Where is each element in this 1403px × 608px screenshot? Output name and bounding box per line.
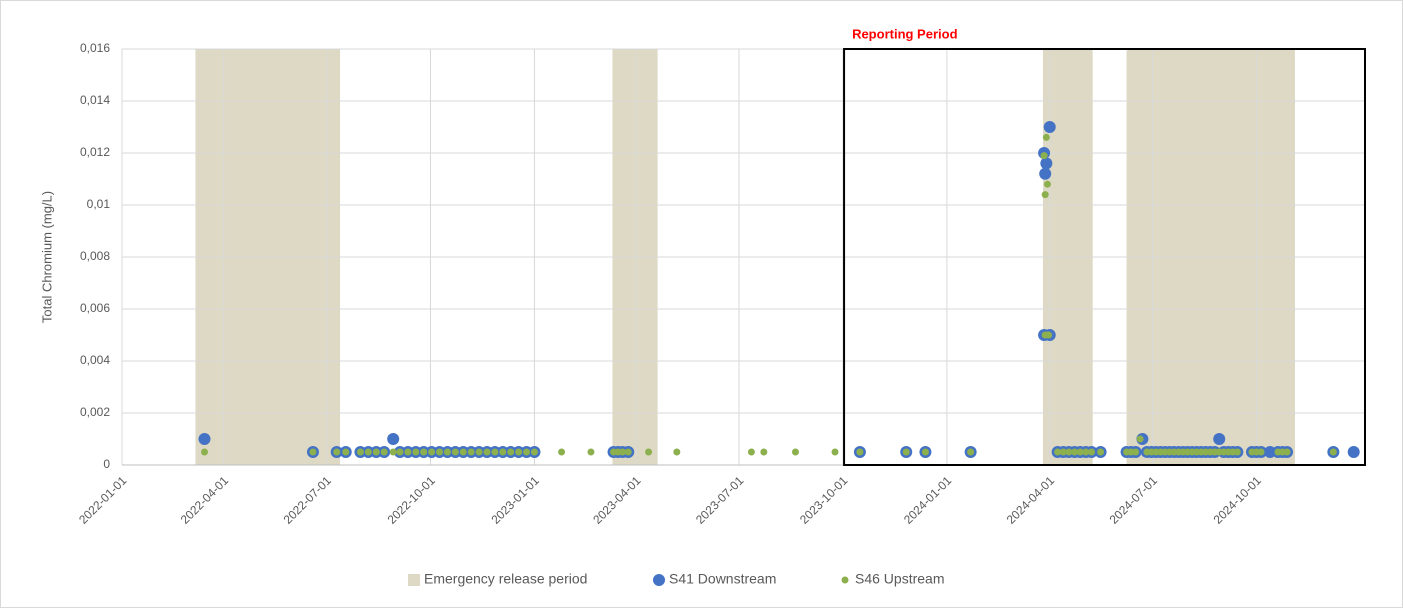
data-point xyxy=(1329,448,1337,456)
data-point xyxy=(380,448,388,456)
data-point xyxy=(428,448,436,456)
data-point xyxy=(1071,448,1079,456)
data-point xyxy=(356,448,364,456)
data-point xyxy=(902,448,910,456)
data-point xyxy=(412,448,420,456)
data-point xyxy=(1045,331,1053,339)
y-tick-label: 0,008 xyxy=(80,249,110,263)
data-point xyxy=(1042,133,1050,141)
data-point xyxy=(673,448,681,456)
data-point xyxy=(372,448,380,456)
data-point xyxy=(1040,152,1048,160)
data-point xyxy=(1213,433,1226,445)
data-point xyxy=(1059,448,1067,456)
data-point xyxy=(791,448,799,456)
data-point xyxy=(645,448,653,456)
data-point xyxy=(387,433,400,445)
data-point xyxy=(467,448,475,456)
legend-swatch xyxy=(408,574,420,586)
data-point xyxy=(443,448,451,456)
legend-label: S41 Downstream xyxy=(669,571,776,587)
data-point xyxy=(1233,448,1241,456)
data-point xyxy=(333,448,341,456)
data-point xyxy=(921,448,929,456)
data-point xyxy=(856,448,864,456)
data-point xyxy=(491,448,499,456)
data-point xyxy=(396,448,404,456)
data-point xyxy=(436,448,444,456)
data-point xyxy=(530,448,538,456)
legend-label: S46 Upstream xyxy=(855,571,944,587)
legend-swatch xyxy=(841,576,849,584)
data-point xyxy=(1136,435,1144,443)
data-point xyxy=(760,448,768,456)
data-point xyxy=(1257,448,1265,456)
data-point xyxy=(619,448,627,456)
data-point xyxy=(404,448,412,456)
data-point xyxy=(1097,448,1105,456)
data-point xyxy=(1043,180,1051,188)
data-point xyxy=(475,448,483,456)
data-point xyxy=(1043,121,1056,133)
y-axis-label: Total Chromium (mg/L) xyxy=(39,191,54,323)
reporting-period-box xyxy=(843,48,1366,466)
data-point xyxy=(459,448,467,456)
data-point xyxy=(1039,167,1052,180)
data-point xyxy=(558,448,566,456)
data-point xyxy=(451,448,459,456)
data-point xyxy=(1082,448,1090,456)
legend-label: Emergency release period xyxy=(424,571,587,587)
y-tick-label: 0,002 xyxy=(80,405,110,419)
data-point xyxy=(1088,448,1096,456)
data-point xyxy=(309,448,317,456)
data-point xyxy=(1076,448,1084,456)
data-point xyxy=(1054,448,1062,456)
data-point xyxy=(342,448,350,456)
legend-swatch xyxy=(653,574,665,586)
data-point xyxy=(624,448,632,456)
data-point xyxy=(523,448,531,456)
data-point xyxy=(515,448,523,456)
data-point xyxy=(483,448,491,456)
data-point xyxy=(1132,448,1140,456)
y-tick-label: 0,014 xyxy=(80,93,110,107)
data-point xyxy=(1041,191,1049,199)
data-point xyxy=(420,448,428,456)
data-point xyxy=(499,448,507,456)
data-point xyxy=(200,448,208,456)
data-point xyxy=(747,448,755,456)
y-tick-label: 0,016 xyxy=(80,41,110,55)
data-point xyxy=(1347,446,1360,458)
y-tick-label: 0,01 xyxy=(87,197,111,211)
data-point xyxy=(967,448,975,456)
data-point xyxy=(1065,448,1073,456)
data-point xyxy=(1040,157,1053,170)
data-point xyxy=(364,448,372,456)
data-point xyxy=(507,448,515,456)
data-point xyxy=(831,448,839,456)
y-tick-label: 0,006 xyxy=(80,301,110,315)
y-tick-label: 0 xyxy=(103,457,110,471)
y-tick-label: 0,004 xyxy=(80,353,110,367)
data-point xyxy=(389,448,397,456)
data-point xyxy=(198,433,211,445)
y-tick-label: 0,012 xyxy=(80,145,110,159)
data-point xyxy=(1283,448,1291,456)
data-point xyxy=(587,448,595,456)
annotation: Reporting Period xyxy=(852,26,958,41)
